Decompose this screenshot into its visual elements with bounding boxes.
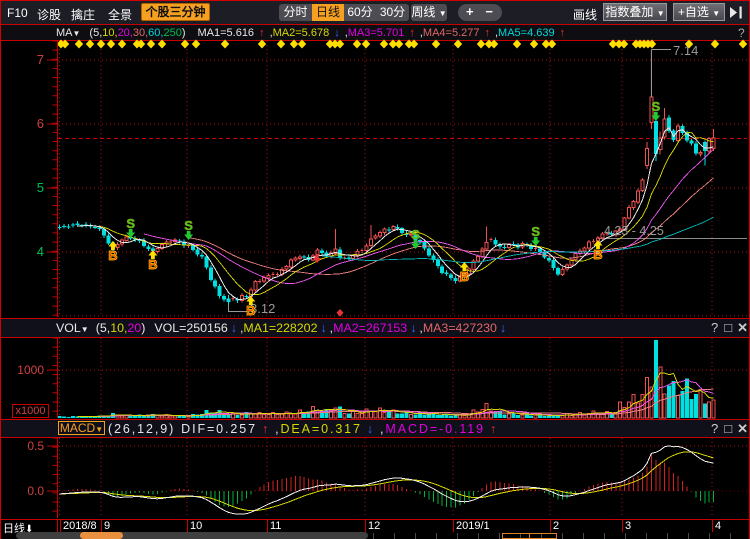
svg-text:0.5: 0.5	[27, 439, 44, 453]
svg-text:S: S	[651, 99, 660, 114]
svg-text:B: B	[593, 247, 602, 262]
svg-text:4.23 - 4.25: 4.23 - 4.25	[604, 224, 664, 238]
svg-text:3.12: 3.12	[250, 301, 275, 316]
svg-text:0.0: 0.0	[27, 484, 44, 498]
svg-text:B: B	[108, 248, 117, 263]
svg-text:5: 5	[37, 180, 44, 195]
svg-text:S: S	[411, 227, 420, 242]
svg-text:B: B	[246, 303, 255, 318]
svg-text:S: S	[126, 216, 135, 231]
svg-text:7.14: 7.14	[673, 43, 698, 58]
svg-text:4: 4	[37, 244, 44, 259]
svg-text:B: B	[148, 257, 157, 272]
svg-text:S: S	[531, 224, 540, 239]
svg-text:S: S	[184, 218, 193, 233]
svg-text:6: 6	[37, 116, 44, 131]
svg-text:B: B	[460, 269, 469, 284]
svg-text:7: 7	[37, 52, 44, 67]
svg-text:1000: 1000	[17, 363, 44, 377]
